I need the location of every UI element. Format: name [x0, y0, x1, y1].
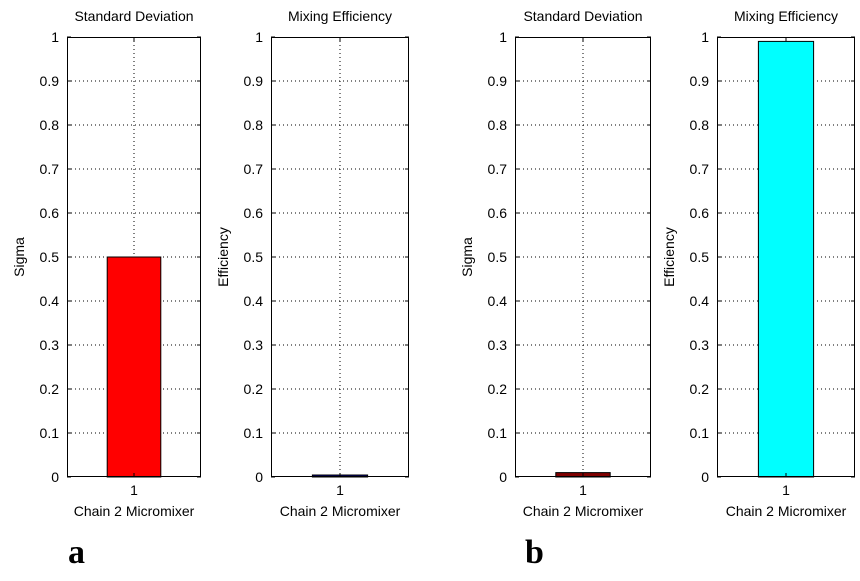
y-tick-label: 0.1 [690, 425, 710, 441]
bar [106, 256, 162, 478]
x-axis-label: Chain 2 Micromixer [280, 503, 401, 519]
y-tick-label: 1 [701, 29, 709, 45]
x-tick-label: 1 [579, 482, 587, 498]
panel-label-a: a [68, 534, 85, 571]
y-tick-label: 0.3 [40, 337, 60, 353]
y-tick-label: 0.7 [690, 161, 710, 177]
y-tick-label: 0.4 [40, 293, 60, 309]
x-tick-label: 1 [782, 482, 790, 498]
y-tick-label: 0.4 [244, 293, 264, 309]
y-tick-label: 0.7 [40, 161, 60, 177]
chart-1: 0 0.1 0.2 0.3 0.4 0.5 0.6 0.7 0.8 0.9 1 1 Chain 2 Mi… [11, 8, 201, 519]
panel-label-b: b [525, 534, 544, 571]
x-axis-label: Chain 2 Micromixer [74, 503, 195, 519]
y-tick-label: 0.3 [488, 337, 508, 353]
y-tick-label: 0.2 [244, 381, 264, 397]
y-tick-label: 0.2 [40, 381, 60, 397]
y-tick-label: 0.6 [40, 205, 60, 221]
y-axis-label: Efficiency [661, 227, 677, 287]
y-tick-label: 0.8 [40, 117, 60, 133]
y-tick-label: 0.1 [488, 425, 508, 441]
y-tick-label: 0.4 [690, 293, 710, 309]
y-axis-label: Efficiency [215, 227, 231, 287]
y-tick-label: 0.5 [40, 249, 60, 265]
y-tick-label: 0.6 [690, 205, 710, 221]
y-tick-label: 0 [499, 469, 507, 485]
y-tick-label: 0.9 [40, 73, 60, 89]
y-tick-label: 1 [51, 29, 59, 45]
y-tick-label: 0.5 [488, 249, 508, 265]
y-tick-label: 0.7 [488, 161, 508, 177]
y-tick-label: 0 [255, 469, 263, 485]
y-axis-label: Sigma [459, 237, 475, 277]
y-tick-label: 1 [255, 29, 263, 45]
y-tick-label: 0.3 [690, 337, 710, 353]
y-tick-label: 0.5 [690, 249, 710, 265]
y-tick-label: 0.9 [488, 73, 508, 89]
y-tick-label: 0 [51, 469, 59, 485]
y-tick-label: 0.9 [690, 73, 710, 89]
y-tick-label: 0.7 [244, 161, 264, 177]
chart-2: 0 0.1 0.2 0.3 0.4 0.5 0.6 0.7 0.8 0.9 1 1 Chain 2 Mi… [215, 8, 409, 519]
y-tick-label: 0.5 [244, 249, 264, 265]
y-tick-label: 0.6 [488, 205, 508, 221]
y-tick-label: 0.2 [488, 381, 508, 397]
y-tick-label: 0.8 [244, 117, 264, 133]
x-axis-label: Chain 2 Micromixer [726, 503, 847, 519]
y-axis-label: Sigma [11, 237, 27, 277]
bar [757, 40, 815, 478]
y-tick-label: 0.3 [244, 337, 264, 353]
y-tick-label: 0 [701, 469, 709, 485]
chart-title: Mixing Efficiency [288, 8, 392, 24]
chart-title: Mixing Efficiency [734, 8, 838, 24]
chart-3: 0 0.1 0.2 0.3 0.4 0.5 0.6 0.7 0.8 0.9 1 1 Chain 2 Mi… [459, 8, 651, 519]
y-tick-label: 1 [499, 29, 507, 45]
y-tick-label: 0.1 [40, 425, 60, 441]
y-tick-label: 0.8 [690, 117, 710, 133]
y-tick-label: 0.6 [244, 205, 264, 221]
y-tick-label: 0.2 [690, 381, 710, 397]
y-tick-label: 0.9 [244, 73, 264, 89]
x-tick-label: 1 [336, 482, 344, 498]
x-tick-label: 1 [130, 482, 138, 498]
y-tick-label: 0.4 [488, 293, 508, 309]
chart-4: 0 0.1 0.2 0.3 0.4 0.5 0.6 0.7 0.8 0.9 1 1 Chain 2 Mi… [661, 8, 855, 519]
chart-title: Standard Deviation [74, 8, 193, 24]
x-axis-label: Chain 2 Micromixer [523, 503, 644, 519]
y-tick-label: 0.1 [244, 425, 264, 441]
y-tick-label: 0.8 [488, 117, 508, 133]
chart-title: Standard Deviation [523, 8, 642, 24]
